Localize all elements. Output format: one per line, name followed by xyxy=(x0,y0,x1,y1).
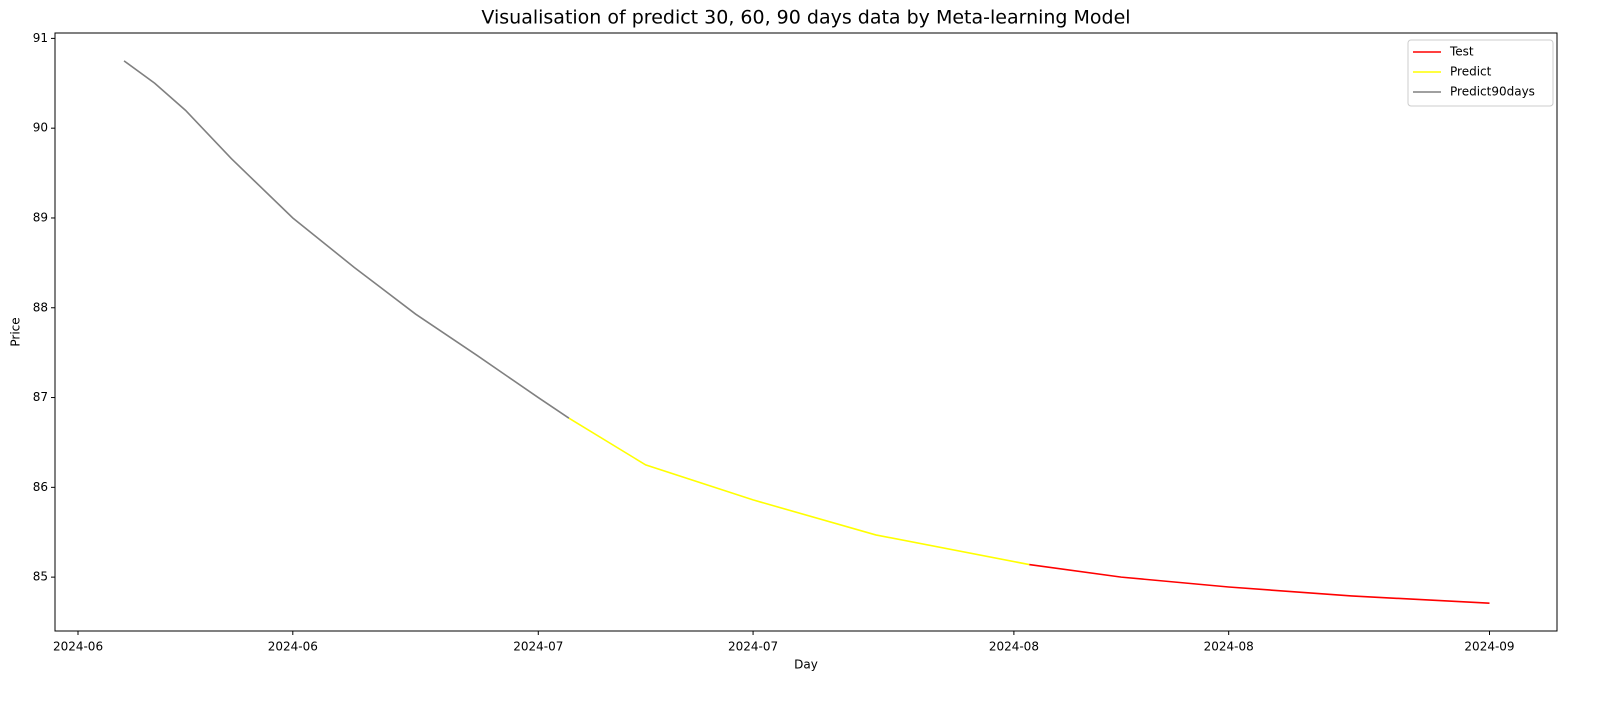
x-axis-label: Day xyxy=(794,658,818,672)
legend-box xyxy=(1407,39,1554,107)
legend-label: Test xyxy=(1449,45,1474,59)
series-line xyxy=(123,60,570,419)
x-tick-label: 2024-07 xyxy=(513,640,563,654)
y-tick-label: 89 xyxy=(33,210,48,224)
legend-label: Predict xyxy=(1450,65,1492,79)
y-axis-label: Price xyxy=(9,317,23,346)
y-tick-label: 91 xyxy=(33,31,48,45)
y-tick-label: 90 xyxy=(33,121,48,135)
x-tick-label: 2024-08 xyxy=(1204,640,1254,654)
chart-title: Visualisation of predict 30, 60, 90 days… xyxy=(481,7,1130,29)
legend-label: Predict90days xyxy=(1450,85,1535,99)
series-line xyxy=(1029,563,1490,604)
series-line xyxy=(568,417,1030,566)
x-tick-label: 2024-06 xyxy=(53,640,103,654)
y-tick-label: 86 xyxy=(33,480,48,494)
plot-frame xyxy=(54,32,1558,632)
x-tick-label: 2024-07 xyxy=(728,640,778,654)
y-tick-label: 87 xyxy=(33,390,48,404)
x-tick-label: 2024-06 xyxy=(268,640,318,654)
y-tick-label: 85 xyxy=(33,570,48,584)
x-tick-label: 2024-09 xyxy=(1464,640,1514,654)
y-tick-label: 88 xyxy=(33,300,48,314)
x-tick-label: 2024-08 xyxy=(989,640,1039,654)
